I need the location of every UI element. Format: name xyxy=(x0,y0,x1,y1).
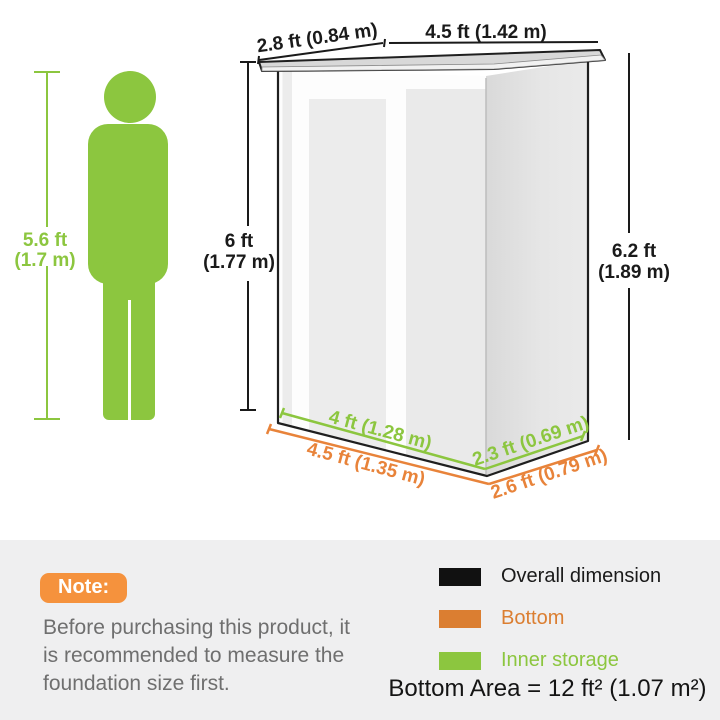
note-line-1: Before purchasing this product, it xyxy=(43,616,351,639)
shed-dimension-drawing: 5.6 ft (1.7 m) 2.8 ft (0.84 m) 4.5 ft (1… xyxy=(14,20,670,504)
roof-depth-dim-line xyxy=(257,38,386,65)
front-height-label-ft: 6 ft xyxy=(225,231,254,252)
shed-roof xyxy=(258,49,606,72)
shed-side-face xyxy=(486,60,588,476)
note-badge: Note: xyxy=(40,573,128,603)
shed-front-strip xyxy=(282,70,292,435)
legend-row-bottom: Bottom xyxy=(439,607,661,630)
inner-dim-lines xyxy=(278,407,587,471)
info-panel: Note: Before purchasing this product, it… xyxy=(0,540,720,720)
bottom-label: Bottom xyxy=(501,607,565,629)
front-height-label-m: (1.77 m) xyxy=(203,252,275,273)
shed-door-panel-left xyxy=(309,99,386,476)
legend-row-overall: Overall dimension xyxy=(439,565,661,588)
overall-height-label-m: (1.89 m) xyxy=(598,262,670,283)
bottom-dim-lines xyxy=(265,423,601,486)
note-line-3: foundation size first. xyxy=(43,672,230,695)
inner-storage-label: Inner storage xyxy=(501,649,619,671)
bottom-depth-dim-line xyxy=(488,444,601,486)
legend-row-inner-storage: Inner storage xyxy=(439,649,661,672)
front-height-dim-line xyxy=(240,61,256,411)
person-height-label-m: (1.7 m) xyxy=(14,250,75,271)
shed-outline xyxy=(276,60,590,478)
overall-dimension-label: Overall dimension xyxy=(501,565,662,587)
person-height-dim-line xyxy=(34,71,60,420)
overall-height-label-ft: 6.2 ft xyxy=(612,241,657,262)
person-head xyxy=(104,71,156,123)
roof-width-label: 4.5 ft (1.42 m) xyxy=(425,22,546,43)
shed-roof-edge-band xyxy=(261,54,606,72)
overall-dimension-swatch xyxy=(439,567,481,586)
note-line-2: is recommended to measure the xyxy=(43,644,345,667)
inner-depth-dim-line xyxy=(484,430,587,471)
inner-storage-swatch xyxy=(439,651,481,670)
note-text: Before purchasing this product, it is re… xyxy=(43,614,350,698)
inner-width-dim-line xyxy=(278,407,486,471)
shed-door-panel-right xyxy=(406,89,486,476)
shed-front-panels xyxy=(282,70,486,476)
person-height-label-ft: 5.6 ft xyxy=(23,230,68,251)
bottom-width-dim-line xyxy=(265,423,490,486)
bottom-area-label: Bottom Area = 12 ft² (1.07 m²) xyxy=(388,675,707,702)
bottom-swatch xyxy=(439,609,481,628)
legend: Overall dimension Bottom Inner storage xyxy=(439,565,661,672)
person-torso xyxy=(88,124,168,284)
roof-dim-lines xyxy=(257,38,599,65)
roof-width-dim-line xyxy=(388,41,599,44)
